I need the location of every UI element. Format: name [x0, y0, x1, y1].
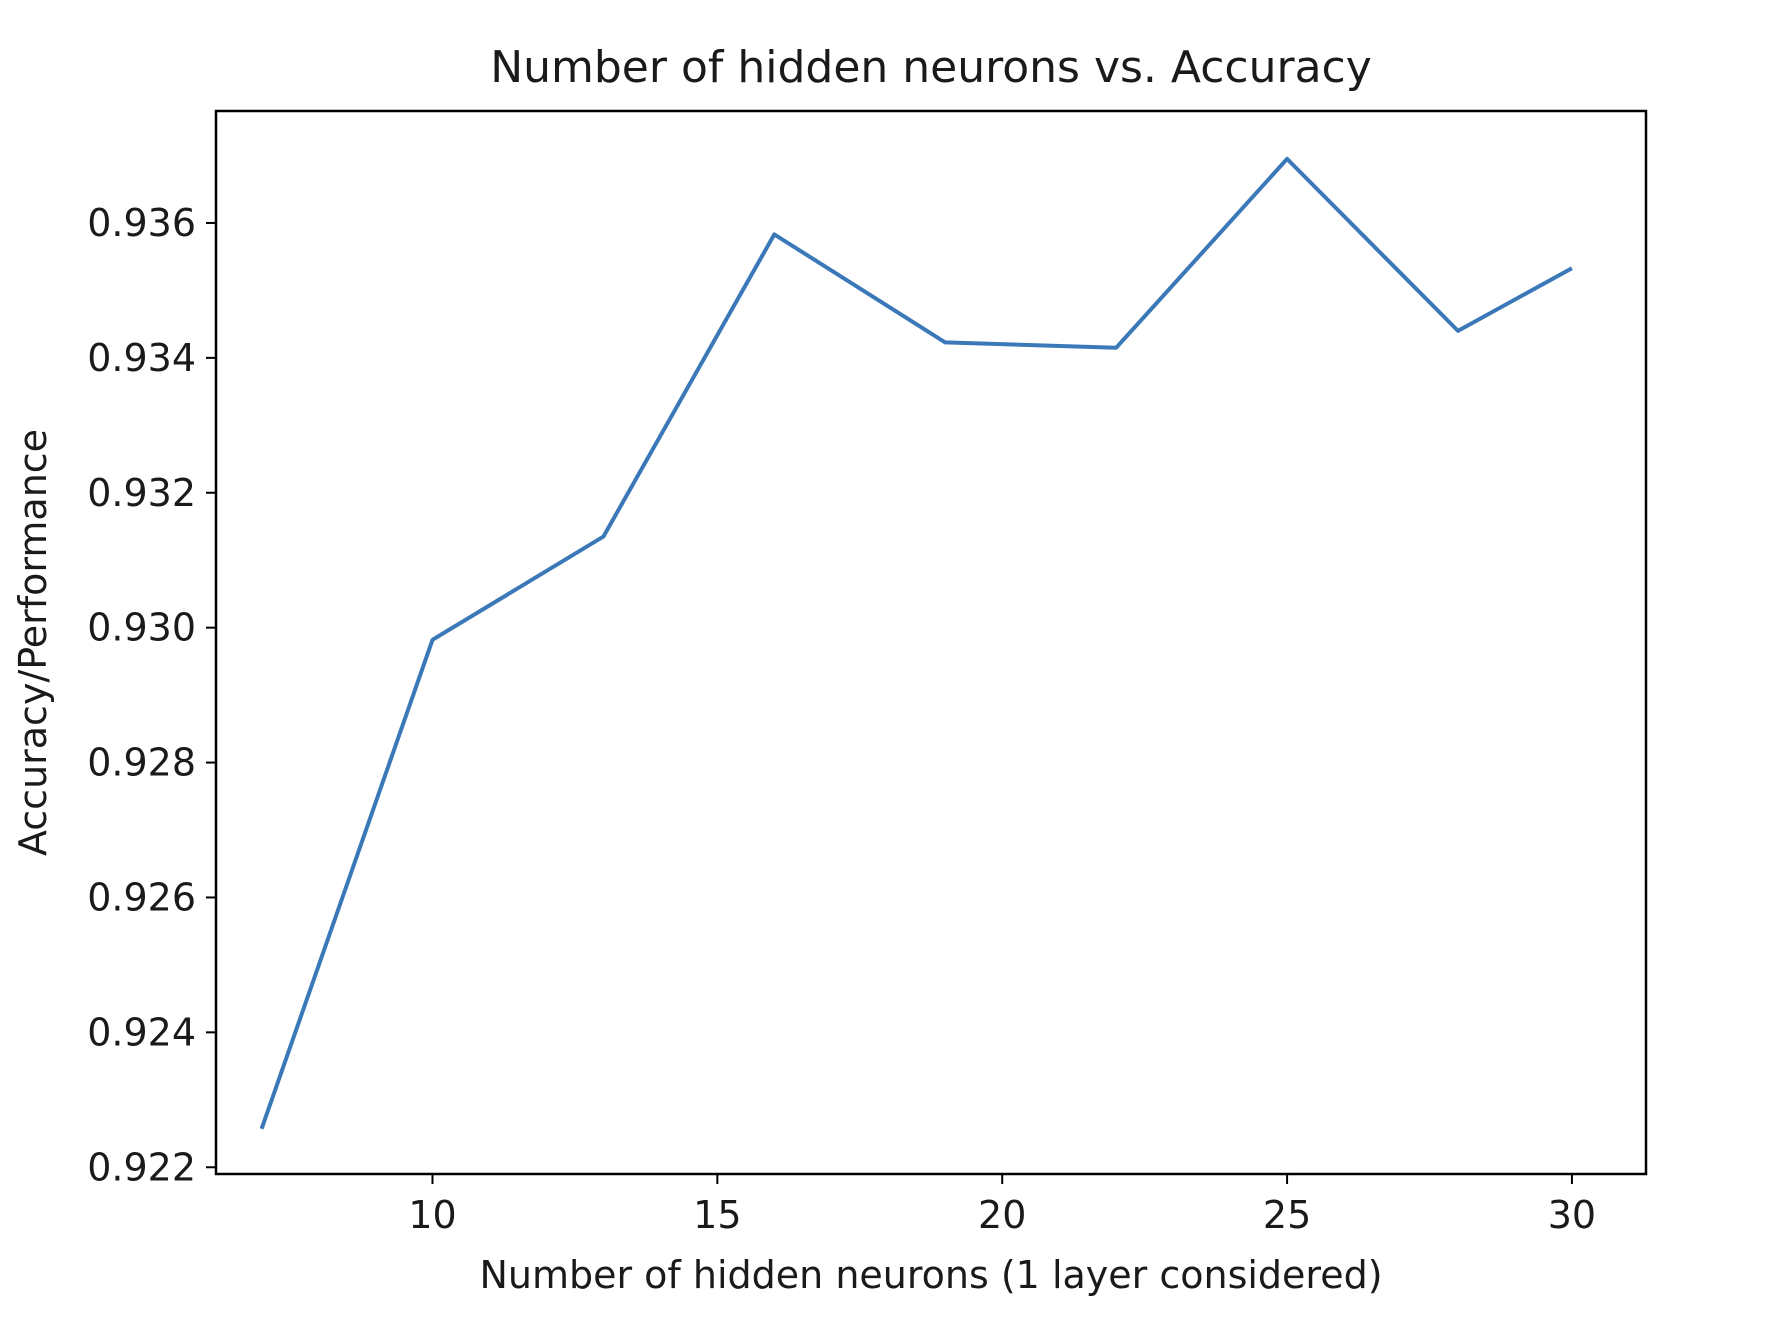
chart-title: Number of hidden neurons vs. Accuracy — [490, 42, 1372, 93]
y-tick-label: 0.922 — [87, 1145, 196, 1189]
y-tick-label: 0.936 — [87, 201, 196, 245]
x-tick-label: 15 — [693, 1193, 741, 1237]
x-axis: 10 15 20 25 30 — [408, 1174, 1596, 1237]
y-tick-label: 0.924 — [87, 1010, 196, 1054]
y-tick-label: 0.934 — [87, 336, 196, 380]
y-tick-label: 0.932 — [87, 471, 196, 515]
plot-area-frame — [214, 109, 1648, 1176]
y-tick-label: 0.930 — [87, 606, 196, 650]
x-tick-label: 25 — [1263, 1193, 1311, 1237]
series-layer — [259, 156, 1573, 1130]
x-tick-label: 20 — [978, 1193, 1026, 1237]
x-tick-label: 10 — [408, 1193, 456, 1237]
y-tick-label: 0.926 — [87, 875, 196, 919]
y-axis: 0.922 0.924 0.926 0.928 0.930 0.932 0.934 0.936 — [87, 201, 216, 1189]
series-line — [259, 156, 1573, 1130]
y-tick-label: 0.928 — [87, 741, 196, 785]
x-tick-label: 30 — [1548, 1193, 1596, 1237]
y-axis-label: Accuracy/Performance — [11, 429, 55, 856]
x-axis-label: Number of hidden neurons (1 layer consid… — [479, 1253, 1382, 1297]
